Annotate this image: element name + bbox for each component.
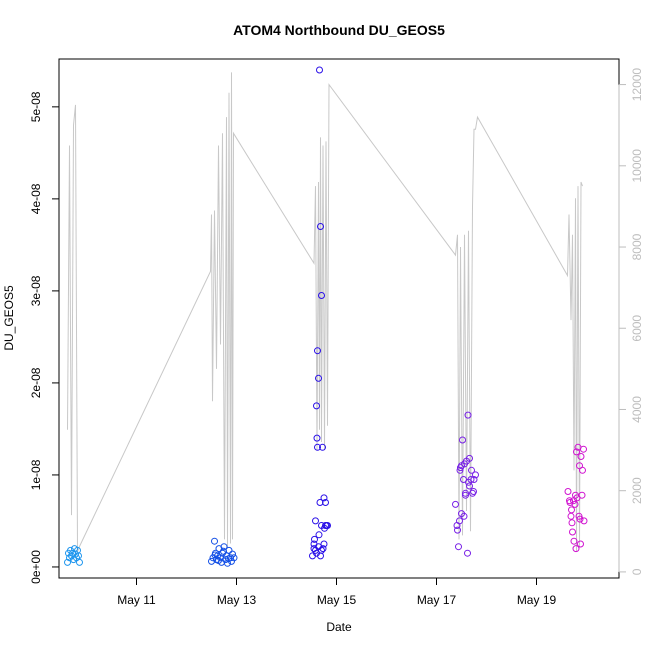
data-point-group-5 [570, 537, 578, 545]
data-point-group-4 [462, 489, 469, 497]
data-point-group-3 [319, 545, 327, 553]
y2-tick-label: 8000 [630, 233, 644, 260]
data-point-group-4 [466, 454, 473, 462]
y-tick-label: 0e+00 [29, 550, 43, 584]
x-tick-label: May 19 [517, 593, 557, 607]
data-point-group-5 [571, 500, 579, 508]
data-point-group-4 [472, 471, 479, 479]
data-point-group-5 [568, 519, 576, 527]
data-point-group-2 [225, 555, 232, 563]
data-point-group-5 [569, 528, 576, 536]
y2-tick-label: 12000 [630, 68, 644, 102]
data-point-group-3 [314, 443, 321, 451]
data-point-group-4 [455, 543, 462, 551]
data-point-group-3 [315, 531, 323, 539]
data-point-group-4 [464, 549, 471, 557]
data-point-group-2 [211, 537, 218, 545]
data-point-group-1 [76, 558, 83, 566]
data-point-group-5 [577, 540, 584, 548]
data-point-group-2 [224, 559, 231, 567]
data-point-group-3 [312, 517, 319, 525]
y-tick-label: 2e-08 [29, 367, 43, 398]
y2-tick-label: 2000 [630, 477, 644, 504]
data-point-group-4 [464, 411, 472, 419]
y2-tick-label: 4000 [630, 396, 644, 423]
data-point-group-3 [313, 434, 321, 442]
data-point-group-5 [568, 506, 575, 514]
data-point-group-2 [229, 550, 236, 558]
data-point-group-4 [465, 478, 472, 486]
data-point-group-3 [319, 443, 326, 451]
data-point-group-3 [311, 535, 318, 543]
data-point-group-5 [578, 491, 586, 499]
y2-tick-label: 0 [630, 568, 644, 575]
data-point-group-4 [468, 466, 475, 474]
data-point-group-5 [573, 448, 580, 456]
data-point-group-5 [579, 466, 586, 474]
axes: May 11 May 13 May 15 May 17 May 19 0e+00 1e-08… [29, 58, 644, 607]
data-point-group-2 [211, 551, 219, 559]
data-point-group-5 [580, 445, 587, 453]
data-point-group-4 [452, 500, 459, 508]
plot-box [58, 58, 620, 579]
data-point-group-5 [572, 545, 580, 553]
data-point-group-5 [564, 488, 572, 495]
secondary-line [67, 72, 583, 552]
y-tick-label: 4e-08 [29, 183, 43, 214]
x-tick-label: May 17 [417, 593, 457, 607]
data-point-group-3 [318, 292, 325, 299]
data-point-group-2 [220, 547, 227, 555]
y2-tick-label: 10000 [630, 149, 644, 183]
data-point-group-3 [320, 494, 328, 502]
y-tick-label: 5e-08 [29, 91, 43, 122]
data-point-group-4 [470, 476, 478, 483]
chart-title: ATOM4 Northbound DU_GEOS5 [233, 22, 445, 38]
data-point-group-2 [215, 557, 222, 564]
y-tick-label: 3e-08 [29, 275, 43, 306]
data-point-group-4 [457, 464, 464, 472]
y-tick-label: 1e-08 [29, 459, 43, 490]
data-point-group-4 [458, 510, 465, 518]
y2-tick-label: 6000 [630, 315, 644, 342]
data-points [64, 66, 588, 567]
data-point-group-1 [64, 558, 71, 566]
data-point-group-4 [466, 482, 473, 490]
data-point-group-3 [314, 347, 321, 355]
data-point-group-2 [225, 546, 233, 554]
data-point-group-3 [317, 223, 324, 230]
x-tick-label: May 11 [117, 593, 156, 607]
data-point-group-5 [580, 517, 588, 525]
data-point-group-3 [316, 66, 323, 74]
data-point-group-4 [454, 526, 461, 534]
data-point-group-3 [316, 499, 324, 506]
data-point-group-3 [317, 552, 324, 560]
data-point-group-5 [567, 512, 575, 520]
data-point-group-5 [577, 453, 585, 460]
data-point-group-4 [456, 517, 463, 525]
data-point-group-2 [220, 543, 228, 551]
data-point-group-4 [456, 466, 464, 474]
data-point-group-3 [313, 402, 320, 410]
data-point-group-4 [459, 436, 466, 444]
data-point-group-4 [462, 491, 469, 499]
data-point-group-3 [315, 374, 322, 382]
x-axis-label: Date [326, 620, 352, 634]
x-tick-label: May 13 [217, 593, 257, 607]
secondary-series-line [67, 72, 583, 552]
data-point-group-3 [320, 540, 328, 548]
data-point-group-5 [576, 515, 584, 523]
data-point-group-1 [75, 552, 82, 560]
data-point-group-3 [322, 522, 329, 529]
data-point-group-4 [461, 460, 468, 468]
data-point-group-4 [470, 488, 477, 495]
x-tick-label: May 15 [317, 593, 357, 607]
y-axis-label: DU_GEOS5 [2, 285, 16, 351]
